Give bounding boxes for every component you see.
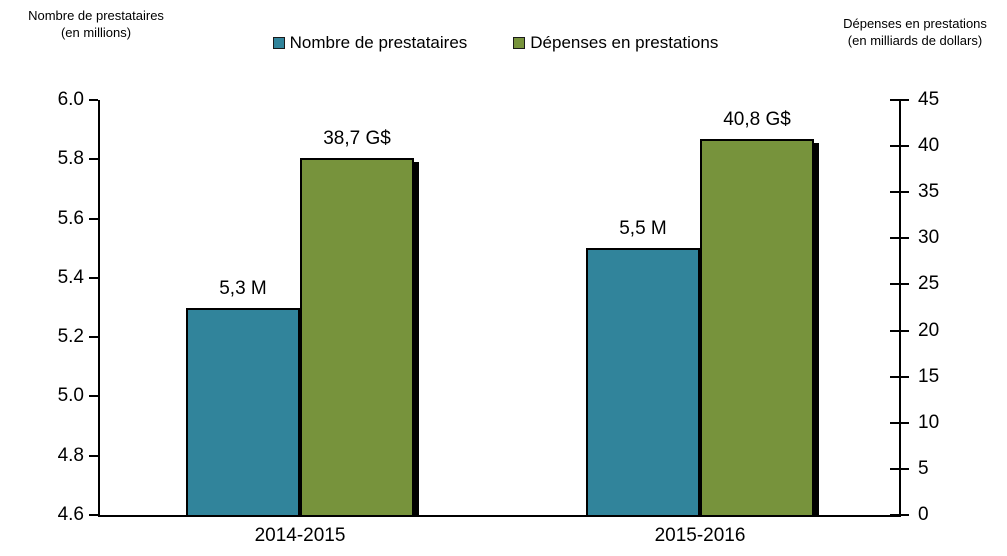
left-axis-title-line1: Nombre de prestataires (28, 8, 164, 23)
right-axis-tick-label: 10 (918, 411, 940, 433)
right-axis-line (899, 100, 901, 517)
left-axis-tick (89, 99, 98, 101)
right-axis-tick (890, 145, 909, 148)
right-axis-tick (890, 191, 909, 194)
right-axis-tick-label: 25 (918, 273, 940, 295)
right-axis-tick (890, 283, 909, 286)
bar-label-depenses-en-prestations-2015-2016: 40,8 G$ (723, 108, 791, 130)
bar-nombre-de-prestataires-2014-2015 (186, 307, 300, 517)
legend-label: Dépenses en prestations (530, 33, 719, 52)
left-axis-tick (89, 514, 98, 516)
legend-item-nombre-de-prestataires: Nombre de prestataires (272, 33, 468, 53)
right-axis-title-line2: (en milliards de dollars) (847, 32, 983, 48)
bar-depenses-en-prestations-2015-2016 (700, 138, 814, 517)
left-axis-tick (89, 454, 98, 457)
right-axis-tick-label: 5 (918, 457, 929, 479)
left-axis-title: Nombre de prestataires (en millions) (6, 8, 186, 42)
left-axis-tick (89, 217, 98, 220)
right-axis-tick-label: 40 (918, 135, 940, 157)
left-axis-tick-label: 4.6 (57, 504, 84, 525)
bar-label-nombre-de-prestataires-2015-2016: 5,5 M (619, 218, 667, 240)
right-axis-tick (890, 237, 909, 240)
left-axis-tick-label: 5.0 (57, 385, 84, 407)
right-axis-title-line1: Dépenses en prestations (843, 16, 987, 31)
left-axis-tick (89, 395, 98, 398)
right-axis-tick (890, 329, 909, 332)
legend-marker-icon (513, 37, 526, 49)
legend-marker-icon (272, 37, 285, 49)
left-axis-line (98, 100, 100, 517)
right-axis-tick-label: 0 (918, 504, 929, 525)
right-axis-tick-label: 30 (918, 227, 940, 249)
left-axis-tick-label: 5.6 (57, 207, 84, 229)
right-axis-tick-label: 45 (918, 89, 940, 110)
left-axis-tick-label: 5.4 (57, 266, 84, 288)
left-axis-tick-label: 4.8 (57, 444, 84, 466)
left-axis-tick-label: 6.0 (57, 89, 84, 110)
right-axis-tick (890, 467, 909, 470)
right-axis-tick-label: 15 (918, 365, 940, 387)
left-axis-title-line2: (en millions) (60, 24, 132, 40)
right-axis-title: Dépenses en prestations (en milliards de… (820, 16, 1007, 50)
left-axis-tick (89, 276, 98, 279)
x-axis-line (98, 515, 901, 517)
legend-label: Nombre de prestataires (289, 33, 468, 52)
bar-depenses-en-prestations-2014-2015 (300, 158, 414, 517)
left-axis-tick-label: 5.8 (57, 148, 84, 170)
right-axis-tick (890, 514, 909, 516)
right-axis-tick (890, 421, 909, 424)
bar-label-depenses-en-prestations-2014-2015: 38,7 G$ (323, 128, 391, 150)
bar-label-nombre-de-prestataires-2014-2015: 5,3 M (219, 277, 267, 299)
right-axis-tick-label: 35 (918, 181, 940, 203)
left-axis-tick (89, 336, 98, 339)
right-axis-tick-label: 20 (918, 319, 940, 341)
left-axis-tick-label: 5.2 (57, 326, 84, 348)
left-axis-tick (89, 158, 98, 161)
chart-legend: Nombre de prestataires Dépenses en presta… (0, 33, 991, 53)
category-label-2014-2015: 2014-2015 (254, 525, 346, 546)
legend-item-depenses-en-prestations: Dépenses en prestations (513, 33, 718, 53)
category-label-2015-2016: 2015-2016 (654, 525, 746, 546)
right-axis-tick (890, 99, 909, 101)
bar-nombre-de-prestataires-2015-2016 (586, 248, 700, 517)
right-axis-tick (890, 375, 909, 378)
